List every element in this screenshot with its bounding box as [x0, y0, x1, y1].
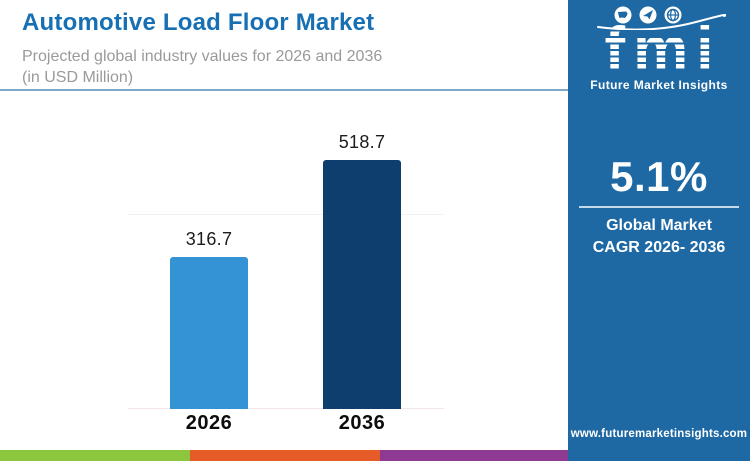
subtitle-line-2: (in USD Million) [22, 69, 134, 86]
us-map-icon [614, 6, 632, 24]
value-label-2026: 316.7 [185, 229, 233, 249]
cagr-divider [579, 206, 739, 208]
x-axis-line [128, 408, 444, 409]
bar-2036 [323, 160, 401, 409]
side-panel: fmi Future Market Insights 5.1% Global M… [568, 0, 750, 461]
website-link[interactable]: www.futuremarketinsights.com [570, 428, 748, 440]
category-label-2026: 2026 [185, 412, 233, 434]
header-divider [0, 89, 568, 91]
cagr-label-line-1: Global Market [606, 217, 712, 234]
logo-tagline: Future Market Insights [590, 77, 728, 92]
gridline [128, 214, 444, 215]
bar-2026 [170, 257, 248, 409]
footer-stripe-orange [190, 450, 380, 461]
logo-icon-row [612, 6, 684, 25]
cagr-label: Global Market CAGR 2026- 2036 [568, 215, 750, 259]
page-title: Automotive Load Floor Market [22, 9, 375, 36]
category-label-2036: 2036 [338, 412, 386, 434]
footer-stripe-green [0, 450, 190, 461]
subtitle-line-1: Projected global industry values for 202… [22, 48, 383, 65]
footer-stripe-purple [380, 450, 568, 461]
logo-wordmark: fmi [604, 15, 722, 84]
paper-plane-icon [639, 6, 657, 24]
cagr-value: 5.1% [610, 153, 708, 200]
page-subtitle: Projected global industry values for 202… [22, 46, 382, 88]
fmi-logo: fmi Future Market Insights [568, 6, 750, 92]
value-label-2036: 518.7 [338, 132, 386, 152]
globe-icon [664, 6, 682, 24]
cagr-label-line-2: CAGR 2026- 2036 [592, 239, 726, 256]
